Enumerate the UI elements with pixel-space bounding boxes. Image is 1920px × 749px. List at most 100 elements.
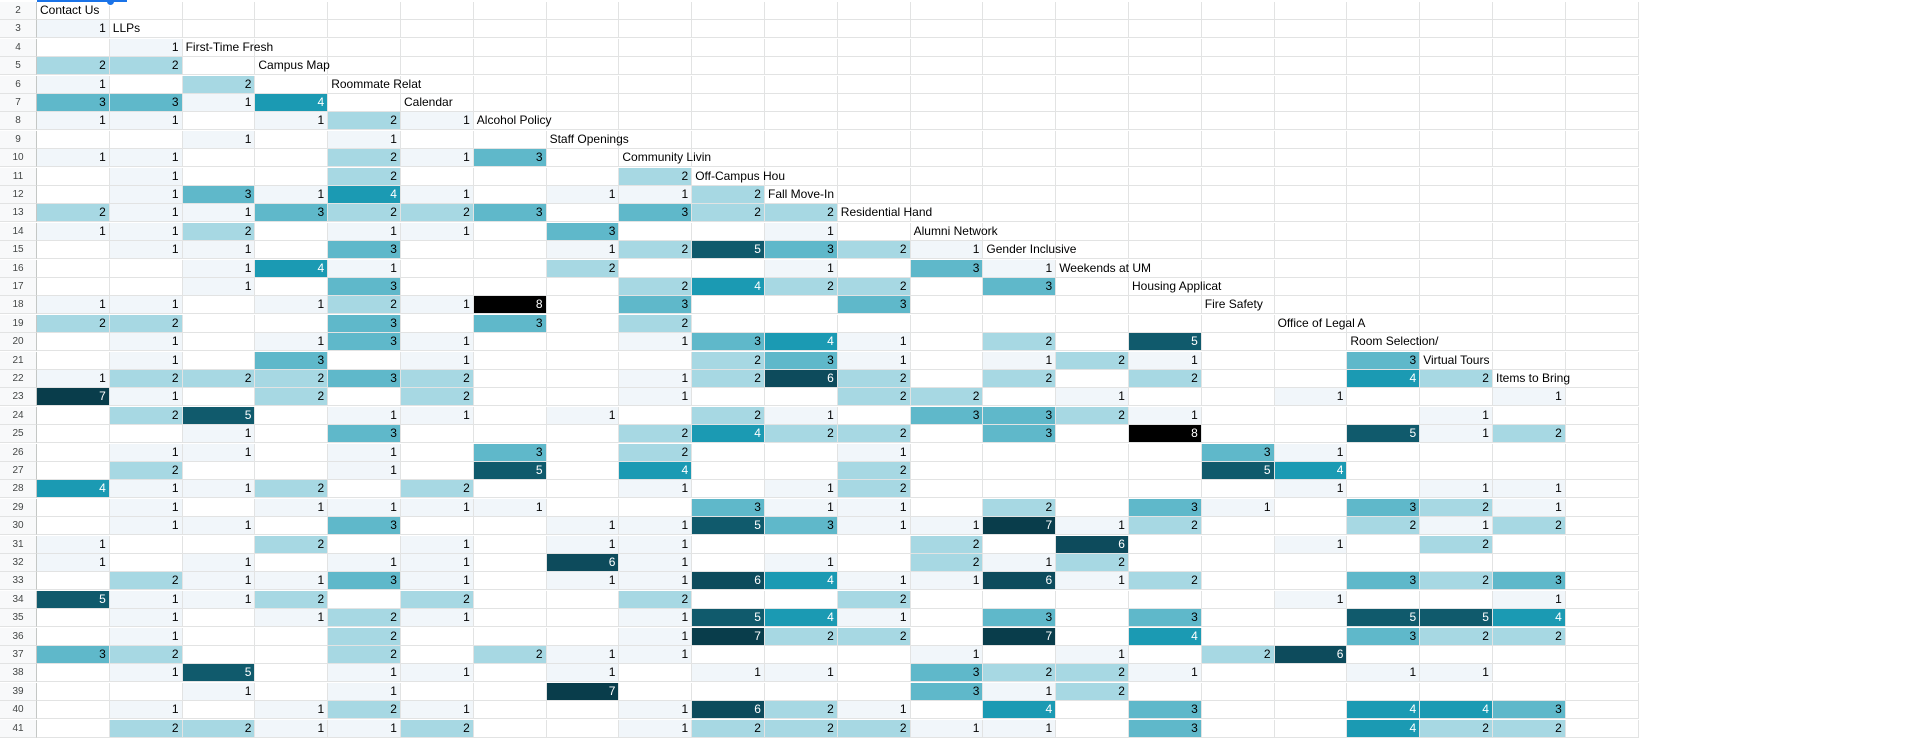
cell[interactable] [1201, 406, 1275, 425]
cell[interactable]: 3 [546, 222, 620, 241]
cell[interactable]: 1 [255, 719, 329, 738]
cell[interactable]: 2 [401, 480, 474, 499]
cell[interactable]: 2 [837, 462, 911, 480]
cell[interactable] [328, 535, 401, 554]
cell[interactable] [546, 627, 620, 646]
cell[interactable]: 3 [692, 333, 765, 352]
cell[interactable] [37, 406, 110, 425]
cell[interactable]: 2 [765, 278, 838, 296]
cell[interactable] [1420, 333, 1493, 352]
row-header[interactable]: 24 [0, 406, 37, 425]
cell[interactable] [837, 20, 911, 39]
cell[interactable] [692, 222, 765, 241]
cell[interactable]: 1 [109, 701, 183, 720]
row-header[interactable]: 40 [0, 701, 37, 720]
cell[interactable] [983, 462, 1057, 480]
cell[interactable] [1565, 38, 1639, 57]
cell[interactable]: 3 [37, 94, 110, 112]
cell[interactable] [546, 20, 620, 39]
cell[interactable]: 2 [983, 498, 1057, 517]
cell[interactable]: 1 [109, 167, 183, 186]
category-label[interactable]: Virtual Tours [1420, 352, 1493, 370]
cell[interactable] [546, 443, 620, 462]
cell[interactable] [1565, 130, 1639, 149]
category-label[interactable]: Office of Legal A [1274, 315, 1365, 333]
cell[interactable] [692, 2, 765, 20]
cell[interactable] [546, 351, 620, 370]
cell[interactable]: 2 [1056, 664, 1129, 683]
cell[interactable] [1274, 167, 1348, 186]
cell[interactable] [546, 609, 620, 628]
cell[interactable] [910, 627, 984, 646]
cell[interactable]: 4 [692, 278, 765, 296]
cell[interactable] [546, 425, 620, 444]
row-header[interactable]: 6 [0, 75, 37, 94]
cell[interactable] [765, 20, 838, 39]
cell[interactable] [1056, 2, 1129, 20]
cell[interactable] [1493, 149, 1566, 168]
cell[interactable]: 1 [401, 554, 474, 572]
cell[interactable] [765, 314, 838, 333]
cell[interactable] [473, 388, 547, 407]
cell[interactable]: 1 [109, 222, 183, 241]
cell[interactable] [692, 480, 765, 499]
row-header[interactable]: 18 [0, 296, 37, 315]
cell[interactable]: 2 [182, 75, 256, 94]
cell[interactable]: 1 [328, 443, 401, 462]
cell[interactable]: 1 [910, 517, 984, 536]
cell[interactable] [1493, 259, 1566, 278]
cell[interactable]: 2 [1056, 351, 1129, 370]
cell[interactable] [1274, 186, 1348, 204]
cell[interactable] [1201, 554, 1275, 572]
cell[interactable]: 1 [109, 664, 183, 683]
cell[interactable] [837, 149, 911, 168]
cell[interactable] [401, 75, 474, 94]
cell[interactable] [1129, 75, 1202, 94]
cell[interactable] [1420, 167, 1493, 186]
cell[interactable] [546, 167, 620, 186]
cell[interactable] [182, 57, 256, 76]
cell[interactable] [910, 38, 984, 57]
cell[interactable] [401, 259, 474, 278]
cell[interactable]: 1 [837, 572, 911, 591]
cell[interactable] [182, 701, 256, 720]
cell[interactable] [910, 94, 984, 112]
cell[interactable] [619, 682, 693, 701]
cell[interactable] [182, 20, 256, 39]
cell[interactable] [1274, 425, 1348, 444]
cell[interactable]: 1 [182, 241, 256, 260]
cell[interactable]: 2 [983, 370, 1057, 388]
cell[interactable] [182, 627, 256, 646]
cell[interactable]: 2 [401, 719, 474, 738]
cell[interactable] [692, 443, 765, 462]
cell[interactable]: 1 [109, 443, 183, 462]
cell[interactable]: 2 [837, 241, 911, 260]
cell[interactable] [1565, 664, 1639, 683]
cell[interactable]: 1 [910, 719, 984, 738]
cell[interactable] [401, 627, 474, 646]
cell[interactable]: 1 [401, 406, 474, 425]
cell[interactable] [910, 480, 984, 499]
cell[interactable] [910, 498, 984, 517]
cell[interactable]: 2 [255, 590, 329, 609]
cell[interactable]: 3 [1201, 443, 1275, 462]
cell[interactable] [1565, 186, 1639, 204]
row-header[interactable]: 5 [0, 57, 37, 76]
cell[interactable] [619, 222, 693, 241]
cell[interactable]: 2 [328, 167, 401, 186]
cell[interactable] [1201, 535, 1275, 554]
cell[interactable]: 1 [837, 517, 911, 536]
cell[interactable] [473, 682, 547, 701]
cell[interactable] [1347, 462, 1421, 480]
cell[interactable]: 2 [182, 719, 256, 738]
cell[interactable] [1347, 130, 1421, 149]
cell[interactable]: 3 [328, 314, 401, 333]
cell[interactable] [1493, 664, 1566, 683]
cell[interactable]: 1 [1420, 480, 1493, 499]
cell[interactable] [1129, 20, 1202, 39]
row-header[interactable]: 10 [0, 149, 37, 168]
cell[interactable] [983, 388, 1057, 407]
cell[interactable]: 1 [109, 149, 183, 168]
cell[interactable] [1347, 20, 1421, 39]
cell[interactable]: 5 [1347, 425, 1421, 444]
